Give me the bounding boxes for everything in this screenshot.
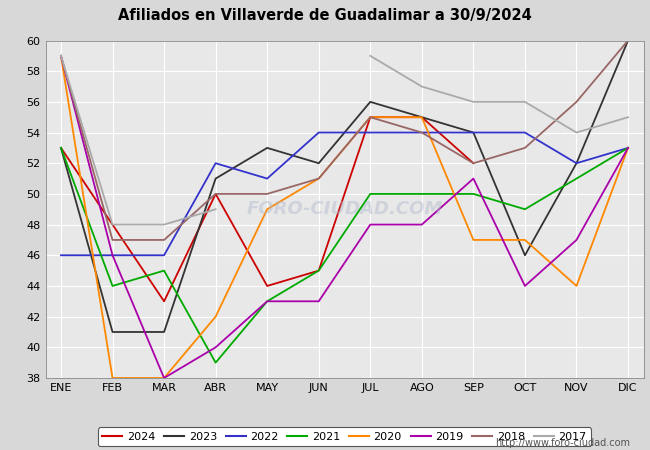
Text: Afiliados en Villaverde de Guadalimar a 30/9/2024: Afiliados en Villaverde de Guadalimar a … [118, 8, 532, 23]
Legend: 2024, 2023, 2022, 2021, 2020, 2019, 2018, 2017: 2024, 2023, 2022, 2021, 2020, 2019, 2018… [98, 428, 591, 446]
Text: http://www.foro-ciudad.com: http://www.foro-ciudad.com [495, 438, 630, 448]
Text: FORO-CIUDAD.COM: FORO-CIUDAD.COM [246, 200, 443, 218]
